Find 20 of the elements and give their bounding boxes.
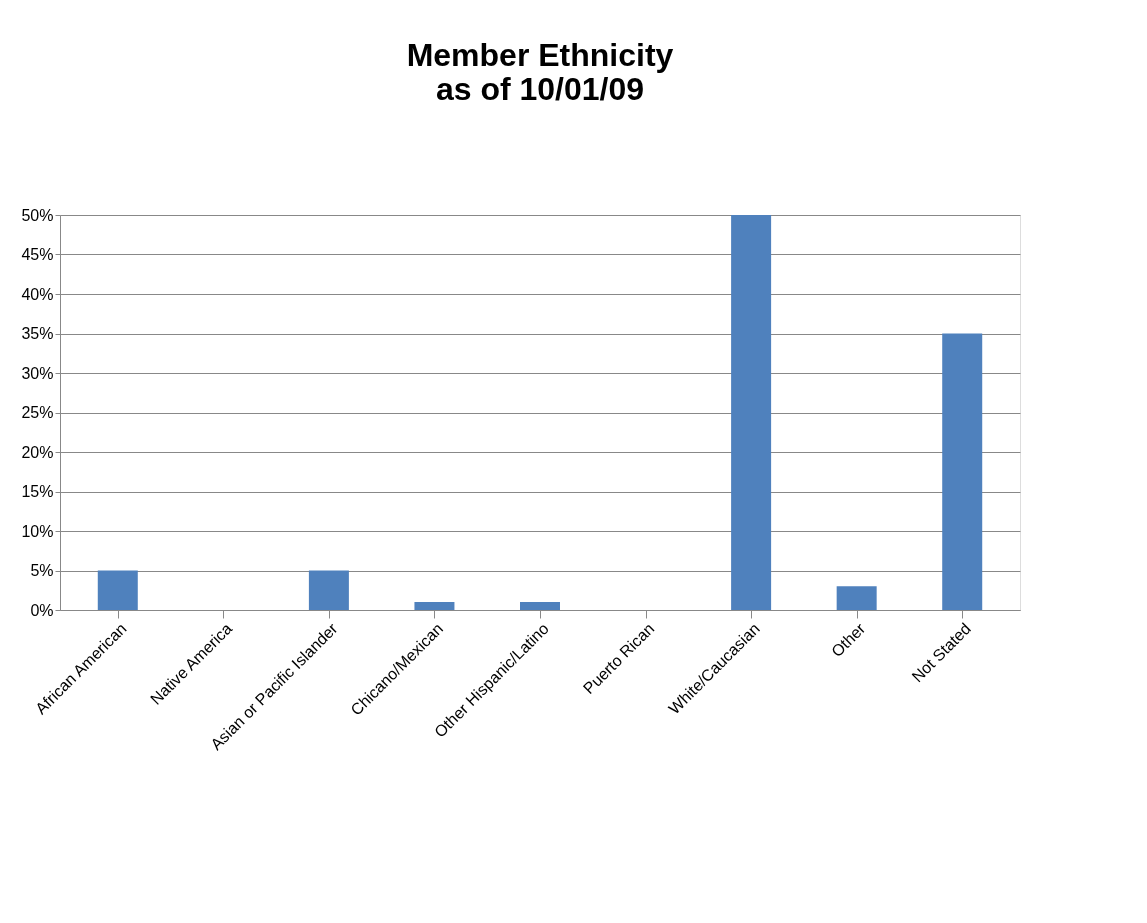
y-tick-label: 25% xyxy=(21,404,54,421)
y-tick-label: 35% xyxy=(21,325,54,342)
y-tick-label: 10% xyxy=(21,522,54,540)
y-tick-label: 30% xyxy=(21,364,54,382)
bar xyxy=(308,570,349,610)
y-tick-label: 40% xyxy=(21,285,54,303)
bar xyxy=(942,333,983,610)
y-tick-label: 5% xyxy=(30,562,54,579)
y-tick-label: 45% xyxy=(21,246,54,263)
bar xyxy=(520,602,560,610)
bar xyxy=(414,602,455,610)
text: as of 10/01/09 xyxy=(435,71,645,107)
bar xyxy=(731,215,772,610)
y-tick-label: 50% xyxy=(21,206,54,224)
bar xyxy=(836,586,877,610)
y-tick-label: 15% xyxy=(21,483,54,500)
y-tick-label: 20% xyxy=(21,443,54,461)
text: Member Ethnicity xyxy=(406,37,674,73)
bar xyxy=(97,570,138,610)
y-tick-label: 0% xyxy=(30,601,54,619)
